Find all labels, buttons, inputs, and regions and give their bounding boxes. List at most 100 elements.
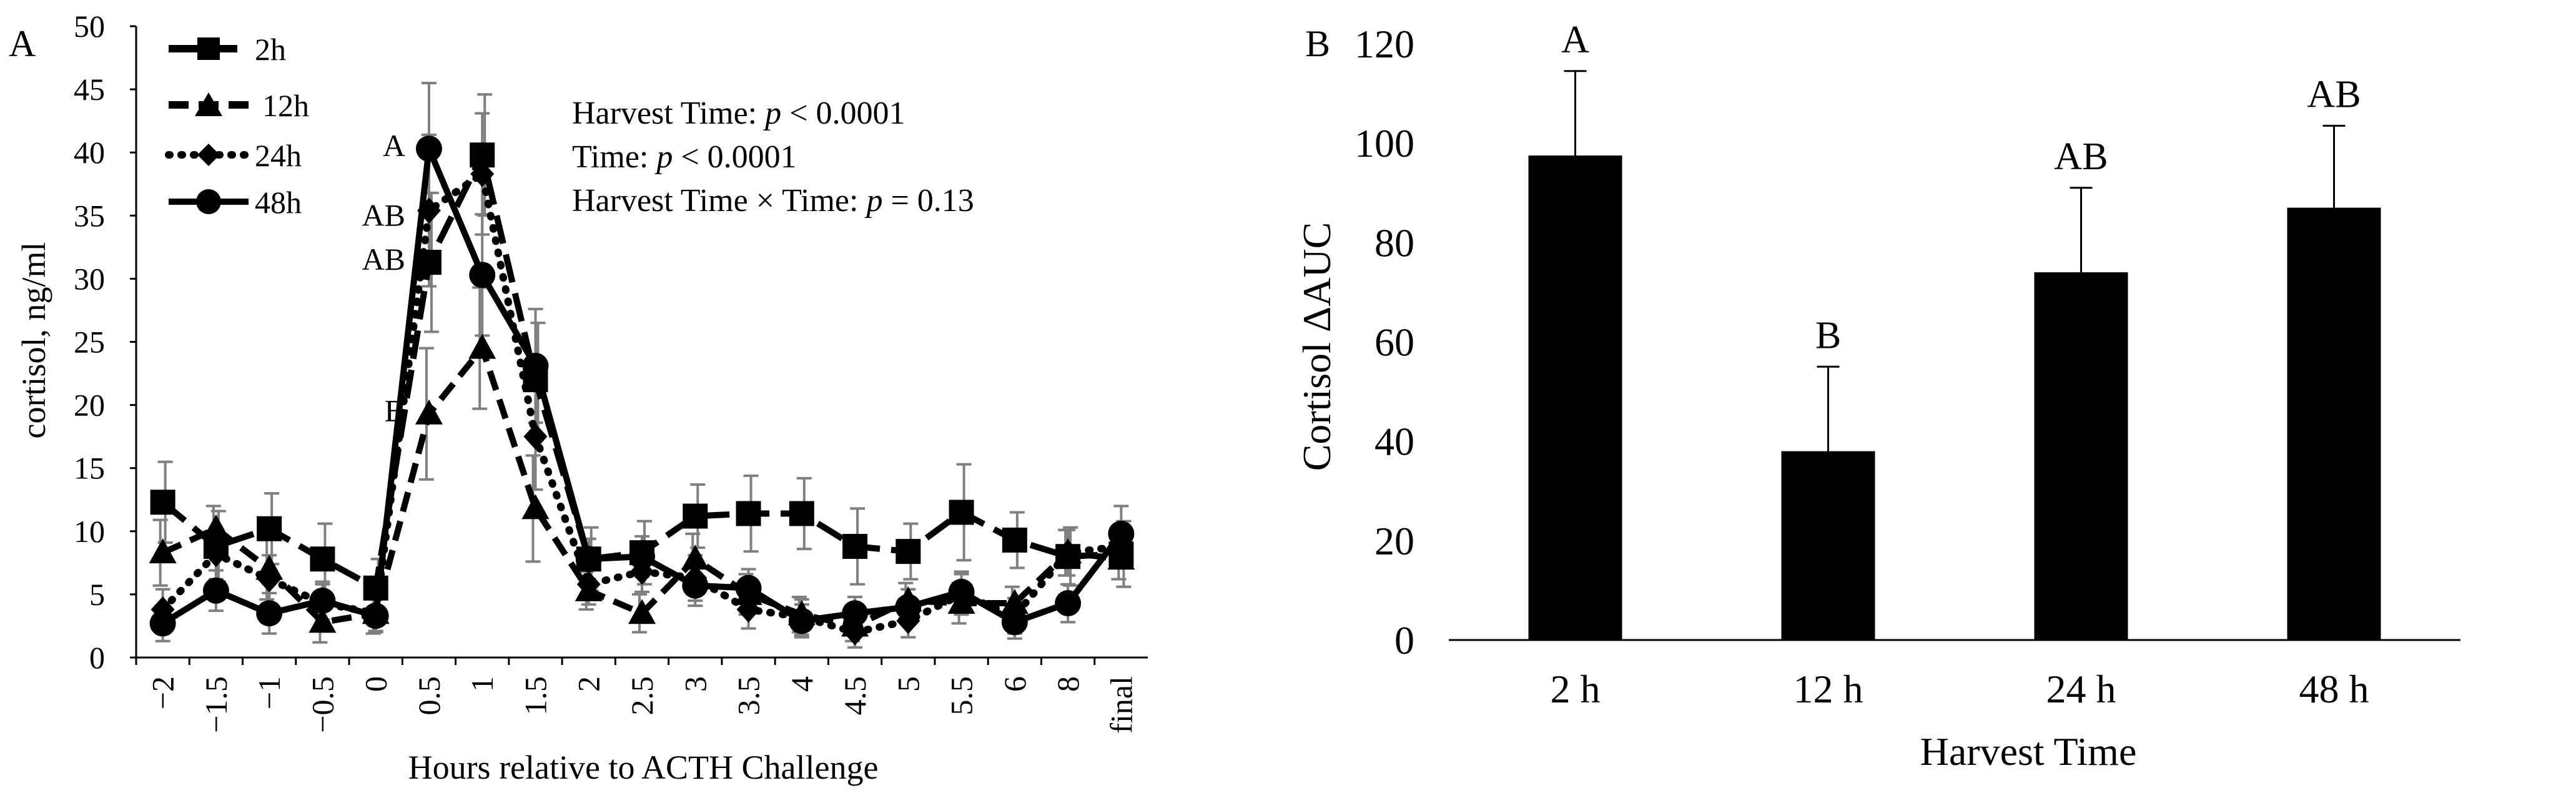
panel-b-error-bars [1564,70,2346,451]
marker-48h-3-5 [735,574,762,601]
marker-48h-final [1108,520,1135,547]
panel-b-bars [1528,155,2381,640]
bar-24-h [2034,272,2128,640]
legend-label-12h: 12h [262,88,309,123]
marker-2h-5-5 [949,500,974,525]
bar-2-h [1528,155,1622,640]
marker-2h-4 [789,501,814,526]
significance-letter-ab-2: AB [362,242,405,277]
marker-48h-4 [788,608,815,634]
legend-item-24h: 24h [165,138,302,173]
y-tick-label-45: 45 [74,72,105,107]
marker-48h-2-5 [629,543,655,570]
panel-b-label: B [1305,23,1330,64]
legend-label-2h: 2h [255,32,286,67]
legend-label-48h: 48h [255,185,302,220]
y-tick-label-40: 40 [74,135,105,170]
stats-line-interaction: Harvest Time × Time: p = 0.13 [572,183,974,219]
marker-12h-1-5 [202,514,230,539]
y-tick-label-25: 25 [74,325,105,360]
y-tick-label-50: 50 [74,9,105,44]
stats-line-harvest-time: Harvest Time: p < 0.0001 [572,96,905,131]
marker-48h-1 [469,262,496,288]
marker-24h-1 [257,566,282,593]
y-tick-label-15: 15 [74,451,105,486]
y-tick-label-30: 30 [74,261,105,296]
marker-48h-0-5 [415,135,442,162]
bar-x-tick-label-24-h: 24 h [2046,667,2116,711]
marker-12h-1-5 [521,494,550,520]
marker-48h-5 [895,594,922,621]
significance-letter-a-0: A [383,128,405,163]
series-line-2h [160,152,1122,591]
marker-12h-0-5 [308,608,337,633]
marker-48h-0 [362,603,389,629]
y-tick-label-5: 5 [89,577,105,612]
significance-letter-ab-1: AB [362,197,405,232]
y-tick-label-10: 10 [74,514,105,549]
marker-24h-8 [1056,539,1080,566]
x-tick-label-1: −1 [252,676,287,709]
x-tick-label-final: final [1103,676,1138,734]
x-tick-label-2: 2 [571,676,606,692]
x-tick-label-0: 0 [358,676,393,692]
marker-2h-3 [683,503,708,529]
legend-marker-48h [196,189,221,214]
bar-letter-24-h: AB [2054,135,2108,178]
significance-letter-b-3: B [385,393,405,428]
bar-letter-2-h: A [1561,19,1589,61]
legend-marker-12h [195,92,222,116]
bar-y-tick-label-0: 0 [1394,618,1414,662]
marker-48h-5-5 [948,578,975,605]
bar-y-tick-label-40: 40 [1374,420,1414,464]
bar-x-tick-label-2-h: 2 h [1551,667,1601,711]
x-tick-label-1: 1 [465,676,500,692]
x-tick-label-6: 6 [997,676,1032,692]
marker-48h-2 [149,610,176,637]
marker-12h-2-5 [628,599,656,624]
bar-48-h [2287,207,2381,640]
marker-48h-8 [1055,590,1082,617]
bar-letter-12-h: B [1815,314,1841,357]
marker-2h-0-5 [416,250,442,275]
legend-label-24h: 24h [255,138,302,173]
marker-48h-0-5 [309,588,336,614]
marker-2h-5 [896,539,921,564]
x-tick-label-8: 8 [1050,676,1085,692]
panel-b-y-ticks: 0 20 40 60 80 100 120 [1355,22,1414,662]
marker-2h-0 [363,575,388,601]
x-tick-label-1-5: 1.5 [518,676,553,716]
legend-marker-2h [197,37,220,60]
marker-24h-2 [576,571,601,598]
panel-a-y-axis-title: cortisol, ng/ml [15,242,52,439]
panel-a-label: A [9,23,36,64]
marker-12h-0-5 [415,399,443,425]
panel-a-markers [149,135,1135,646]
marker-2h-1 [257,516,282,541]
legend-marker-24h [197,144,220,166]
x-tick-label-0-5: −0.5 [305,676,340,733]
panel-a-x-ticks: −2 −1.5 −1 −0.5 0 0.5 1 1.5 2 2.5 3 3.5 4 4.5 5 5.5 6 8 fi… [135,658,1138,734]
panel-a-legend: 2h 12h 24h 48h [165,32,309,220]
x-tick-label-0-5: 0.5 [412,676,447,716]
legend-item-12h: 12h [169,88,309,123]
panel-a-y-ticks: 0 5 10 15 20 25 30 35 40 45 50 [74,9,136,675]
marker-48h-2 [575,546,602,573]
panel-b-y-axis-title: Cortisol ΔAUC [1295,222,1339,471]
y-tick-label-20: 20 [74,388,105,423]
bar-y-tick-label-20: 20 [1374,519,1414,563]
x-tick-label-2-5: 2.5 [624,676,659,716]
x-tick-label-4: 4 [784,676,819,692]
marker-24h-3-5 [736,596,761,623]
marker-2h-2 [150,490,175,515]
marker-48h-4-5 [842,600,869,627]
panel-b-x-axis-title: Harvest Time [1920,729,2137,774]
marker-48h-6 [1001,609,1028,636]
marker-48h-1-5 [522,352,549,379]
bar-y-tick-label-60: 60 [1374,320,1414,365]
marker-24h-4-5 [843,619,867,646]
